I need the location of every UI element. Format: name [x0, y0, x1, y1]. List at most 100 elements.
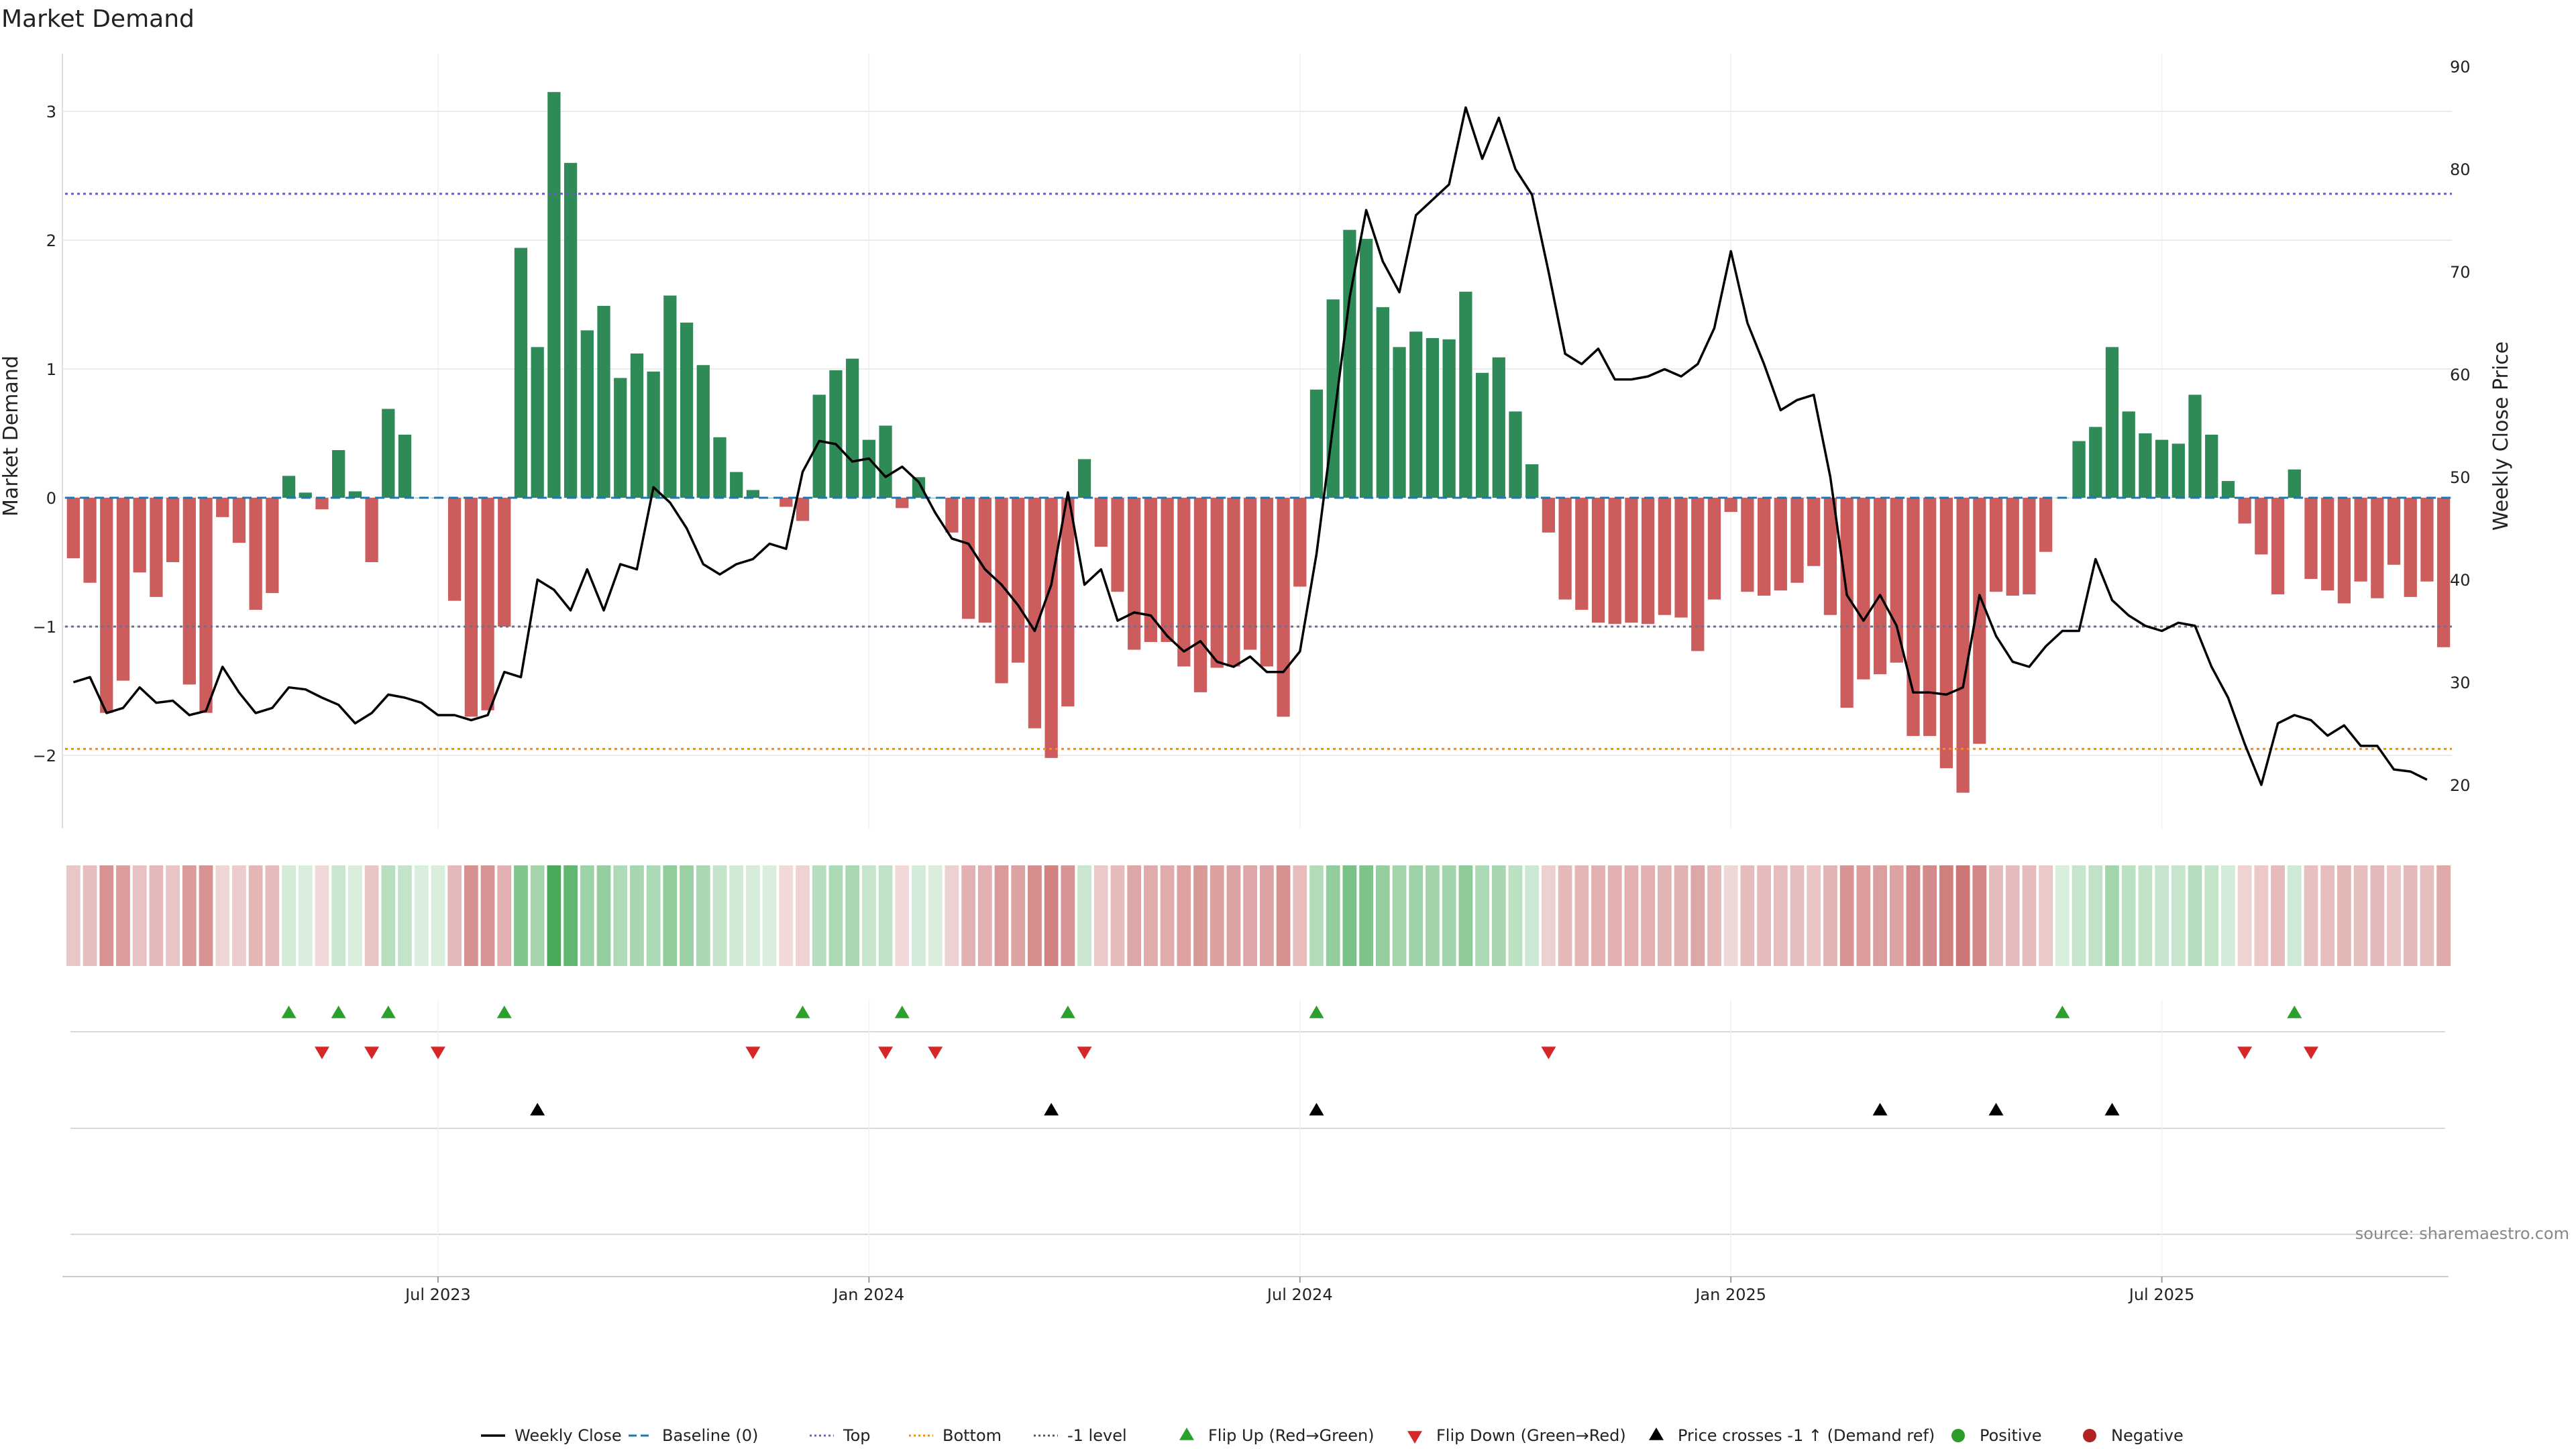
demand-bar	[630, 353, 644, 498]
heat-strip-cell	[1773, 865, 1788, 966]
legend-item: Baseline (0)	[629, 1426, 758, 1445]
demand-bar	[332, 449, 345, 498]
heat-strip-cell	[1823, 865, 1837, 966]
right-tick-label: 50	[2450, 468, 2471, 487]
demand-bar	[2072, 441, 2086, 498]
demand-bar	[1608, 498, 1621, 625]
demand-bar	[1012, 498, 1025, 663]
demand-bar	[481, 498, 494, 710]
demand-bar	[1691, 498, 1705, 651]
price-cross-marker	[1988, 1103, 2004, 1116]
heat-strip-cell	[779, 865, 794, 966]
heat-strip-cell	[928, 865, 943, 966]
heat-strip-cell	[232, 865, 246, 966]
heat-strip-cell	[1293, 865, 1307, 966]
demand-bar	[2039, 498, 2053, 552]
demand-bar	[1244, 498, 1257, 650]
demand-bar	[182, 498, 196, 685]
left-tick-label: 0	[46, 489, 56, 508]
heat-strip-cell	[1342, 865, 1357, 966]
marker-rows-grid	[70, 1000, 2445, 1275]
heat-strip-cell	[1193, 865, 1208, 966]
demand-bar	[961, 498, 975, 619]
heat-strip-cell	[66, 865, 80, 966]
heat-strip-cell	[1259, 865, 1274, 966]
heat-strip-cell	[945, 865, 959, 966]
demand-bar	[862, 439, 875, 498]
heat-strip-cell	[1525, 865, 1540, 966]
chart-title: Market Demand	[1, 5, 195, 33]
demand-bar	[1077, 459, 1091, 498]
demand-bar	[1591, 498, 1605, 623]
legend: Weekly Close Baseline (0) Top Bottom -1 leve…	[481, 1426, 2184, 1445]
heat-strip-cell	[398, 865, 412, 966]
heat-strip-cell	[845, 865, 860, 966]
demand-bar	[150, 498, 163, 597]
flip-down-marker	[314, 1046, 329, 1059]
demand-bar	[1393, 347, 1406, 498]
heat-strip-cell	[1326, 865, 1340, 966]
left-tick-label: 2	[46, 231, 56, 250]
price-cross-marker	[1044, 1103, 1059, 1116]
demand-bar	[2437, 498, 2451, 647]
y-axes: −2 −1 0 1 2 3 20 30 40 50 60 70 80 90	[33, 58, 2471, 795]
demand-bar	[1840, 498, 1854, 708]
heat-strip-cell	[812, 865, 826, 966]
demand-bar	[647, 371, 660, 498]
heat-strip-cell	[828, 865, 843, 966]
demand-bar	[1674, 498, 1688, 618]
demand-bar	[1459, 291, 1472, 498]
demand-bar	[1790, 498, 1804, 583]
demand-bar	[2255, 498, 2268, 555]
demand-bar	[1061, 498, 1075, 707]
heat-strip-cell	[646, 865, 661, 966]
demand-bar	[1575, 498, 1589, 610]
heat-strip-cell	[99, 865, 114, 966]
right-tick-label: 30	[2450, 674, 2471, 692]
heat-strip-cell	[2337, 865, 2351, 966]
demand-bar	[1044, 498, 1058, 758]
heat-strip-cell	[464, 865, 478, 966]
demand-bars	[66, 92, 2451, 793]
heat-strip-cell	[1077, 865, 1091, 966]
heat-strip-cell	[2420, 865, 2434, 966]
flip-down-marker	[928, 1046, 943, 1059]
heat-strip-cell	[895, 865, 910, 966]
heat-strip-cell	[1028, 865, 1042, 966]
demand-bar	[978, 498, 991, 623]
heat-strip-cell	[1210, 865, 1224, 966]
heat-strip-cell	[2171, 865, 2186, 966]
legend-item: Top	[810, 1426, 871, 1445]
heat-strip-cell	[2320, 865, 2335, 966]
left-axis-label: Market Demand	[0, 356, 23, 517]
legend-item: Bottom	[909, 1426, 1002, 1445]
heat-strip-cell	[1607, 865, 1622, 966]
heat-strip-cell	[1906, 865, 1921, 966]
demand-bar	[896, 498, 909, 508]
demand-bar	[1542, 498, 1556, 533]
legend-label: Baseline (0)	[662, 1426, 758, 1445]
flip-down-marker	[1541, 1046, 1556, 1059]
demand-bar	[448, 498, 462, 601]
x-tick-label: Jan 2025	[1694, 1285, 1766, 1304]
legend-label: Flip Down (Green→Red)	[1436, 1426, 1626, 1445]
x-tick-label: Jul 2025	[2128, 1285, 2195, 1304]
demand-bar	[945, 498, 959, 533]
heat-strip-cell	[2155, 865, 2169, 966]
demand-bar	[2321, 498, 2334, 591]
flip-up-marker	[281, 1006, 297, 1018]
demand-bar	[2304, 498, 2318, 579]
demand-bar	[2105, 347, 2119, 498]
heat-strip-cell	[1542, 865, 1556, 966]
demand-bar	[597, 305, 610, 498]
demand-bar	[730, 472, 743, 498]
demand-bar	[2205, 434, 2218, 498]
heat-strip-cell	[1923, 865, 1937, 966]
demand-bar	[1177, 498, 1191, 667]
demand-bar	[2023, 498, 2036, 594]
demand-bar	[1128, 498, 1141, 650]
heat-strip-cell	[530, 865, 545, 966]
demand-bar	[663, 295, 677, 498]
demand-bar	[1260, 498, 1273, 667]
demand-bar	[1973, 498, 1986, 744]
